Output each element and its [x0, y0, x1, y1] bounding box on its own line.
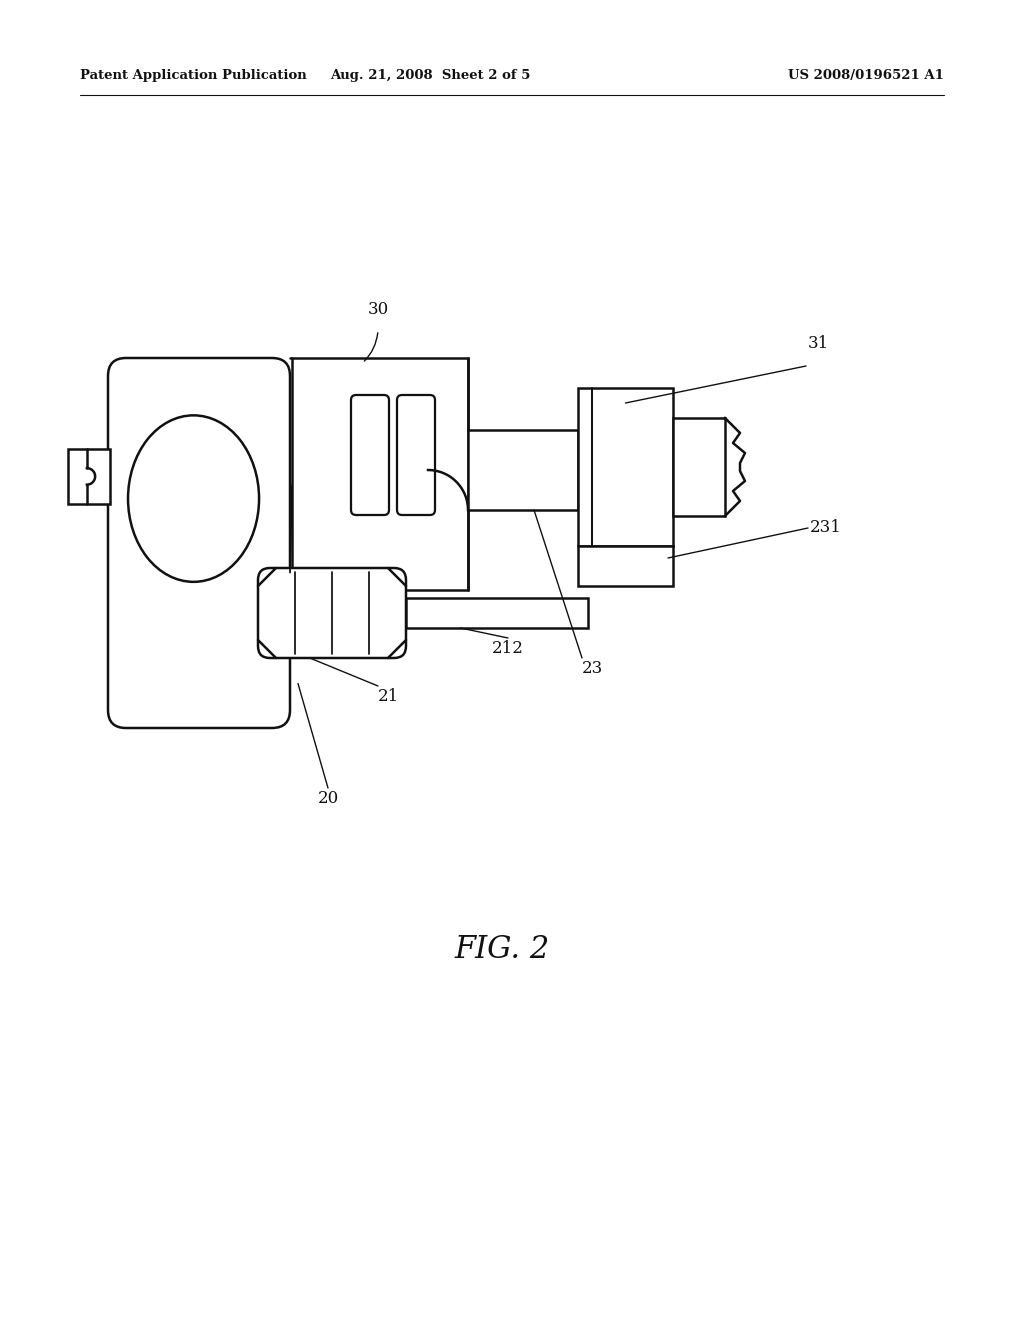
Bar	[673, 418, 725, 516]
Bar	[406, 598, 588, 628]
Text: 31: 31	[808, 335, 829, 352]
Text: 212: 212	[493, 640, 524, 657]
Bar	[292, 358, 468, 590]
Bar	[578, 388, 673, 546]
Text: 30: 30	[368, 301, 389, 318]
FancyBboxPatch shape	[351, 395, 389, 515]
Text: 21: 21	[378, 688, 398, 705]
Bar	[468, 430, 578, 510]
Bar	[578, 546, 673, 586]
Text: US 2008/0196521 A1: US 2008/0196521 A1	[788, 69, 944, 82]
Text: 20: 20	[317, 789, 339, 807]
Text: 231: 231	[810, 520, 842, 536]
Text: 23: 23	[582, 660, 603, 677]
FancyBboxPatch shape	[108, 358, 290, 729]
Text: Patent Application Publication: Patent Application Publication	[80, 69, 307, 82]
Bar	[68, 449, 110, 504]
FancyBboxPatch shape	[258, 568, 406, 657]
Ellipse shape	[128, 416, 259, 582]
Text: FIG. 2: FIG. 2	[455, 935, 550, 965]
Text: Aug. 21, 2008  Sheet 2 of 5: Aug. 21, 2008 Sheet 2 of 5	[330, 69, 530, 82]
FancyBboxPatch shape	[397, 395, 435, 515]
